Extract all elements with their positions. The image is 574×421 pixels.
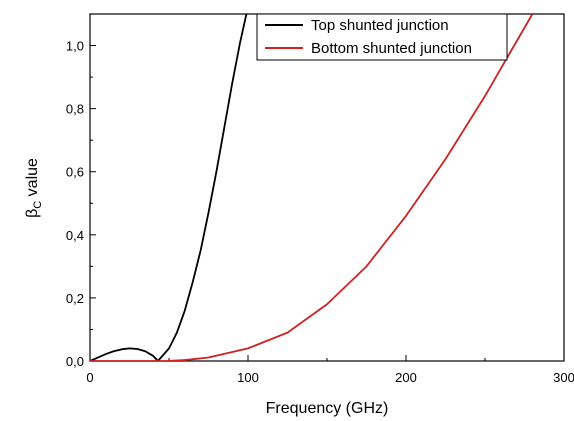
legend-label-bottom: Bottom shunted junction: [311, 40, 472, 57]
x-axis-title: Frequency (GHz): [266, 400, 389, 417]
y-axis-title: βC value: [24, 158, 44, 218]
y-tick-label: 0,8: [66, 102, 84, 117]
y-tick-label: 0,0: [66, 354, 84, 369]
legend-box: [256, 13, 508, 61]
tick-labels: 0 100 200 300 0,0 0,2 0,4 0,6 0,8 1,0: [66, 39, 574, 385]
plot-frame: [89, 13, 565, 362]
y-tick-label: 0,2: [66, 291, 84, 306]
y-tick-label: 0,6: [66, 165, 84, 180]
x-tick-label: 300: [553, 370, 574, 385]
x-tick-label: 100: [237, 370, 259, 385]
y-axis-title-subscript: C: [32, 201, 44, 209]
legend-label-top: Top shunted junction: [311, 17, 449, 34]
ticks: [89, 45, 565, 362]
y-axis-title-rest: value: [24, 158, 41, 201]
y-axis-title-beta: β: [24, 209, 41, 218]
series-line-top-shunted: [90, 14, 248, 361]
x-tick-label: 0: [86, 370, 93, 385]
series-lines: [90, 14, 534, 361]
legend: Top shunted junction Bottom shunted junc…: [256, 13, 508, 61]
x-tick-label: 200: [395, 370, 417, 385]
y-tick-label: 0,4: [66, 228, 84, 243]
y-tick-label: 1,0: [66, 39, 84, 54]
series-line-bottom-shunted: [90, 14, 534, 361]
